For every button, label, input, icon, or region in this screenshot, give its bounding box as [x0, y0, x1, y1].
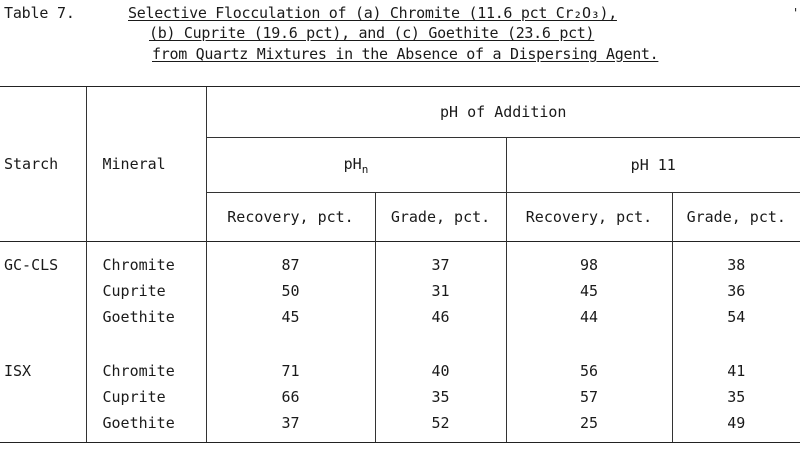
recovery-11-cell: 25 — [505, 410, 672, 436]
mineral-cell: Chromite — [85, 358, 206, 384]
mineral-cell: Goethite — [85, 304, 206, 330]
recovery-11-cell: 56 — [505, 358, 672, 384]
table-row: Cuprite 50 31 45 36 — [0, 278, 800, 304]
header-row-2: pHn pH 11 — [0, 137, 800, 193]
header-ph-n-main: pH — [343, 154, 362, 173]
header-grade-11: Grade, pct. — [671, 192, 800, 242]
header-row-1: Starch Mineral pH of Addition — [0, 86, 800, 242]
mineral-cell: Cuprite — [85, 278, 206, 304]
header-ph-addition: pH of Addition — [205, 86, 800, 138]
grade-n-cell: 31 — [374, 278, 506, 304]
mineral-cell: Goethite — [85, 410, 206, 436]
header-starch: Starch — [0, 86, 86, 242]
caption-line-1: Selective Flocculation of (a) Chromite (… — [128, 4, 617, 22]
grade-n-cell: 52 — [374, 410, 506, 436]
recovery-n-cell: 37 — [205, 410, 375, 436]
recovery-11-cell: 57 — [505, 384, 672, 410]
grade-11-cell: 36 — [671, 278, 800, 304]
starch-cell: GC-CLS — [4, 256, 59, 274]
caption-line-2: (b) Cuprite (19.6 pct), and (c) Goethite… — [149, 24, 595, 42]
recovery-n-cell: 66 — [205, 384, 375, 410]
grade-n-cell: 40 — [374, 358, 506, 384]
grade-11-cell: 38 — [671, 252, 800, 278]
grade-11-cell: 41 — [671, 358, 800, 384]
table-caption: Table 7. Selective Flocculation of (a) C… — [4, 4, 799, 76]
recovery-n-cell: 50 — [205, 278, 375, 304]
recovery-11-cell: 45 — [505, 278, 672, 304]
grade-11-cell: 49 — [671, 410, 800, 436]
table-row: Cuprite 66 35 57 35 — [0, 384, 800, 410]
mineral-cell: Chromite — [85, 252, 206, 278]
table-header: Starch Mineral pH of Addition pHn pH 11 … — [0, 86, 800, 242]
grade-n-cell: 46 — [374, 304, 506, 330]
recovery-11-cell: 98 — [505, 252, 672, 278]
grade-11-cell: 35 — [671, 384, 800, 410]
grade-n-cell: 35 — [374, 384, 506, 410]
header-grade-n: Grade, pct. — [374, 192, 506, 242]
caption-line-3: from Quartz Mixtures in the Absence of a… — [152, 45, 659, 63]
table-body: GC-CLS Chromite 87 37 98 38 Cuprite 50 3… — [0, 241, 800, 443]
header-recovery-11: Recovery, pct. — [505, 192, 672, 242]
header-ph-n-subscript: n — [361, 162, 369, 176]
header-ph-11: pH 11 — [505, 137, 800, 193]
recovery-n-cell: 87 — [205, 252, 375, 278]
mineral-cell: Cuprite — [85, 384, 206, 410]
stray-mark: ' — [792, 6, 800, 20]
starch-cell: ISX — [4, 362, 32, 380]
header-ph-n: pHn — [205, 137, 506, 193]
header-recovery-n: Recovery, pct. — [205, 192, 375, 242]
header-mineral: Mineral — [85, 86, 206, 242]
table-row: Goethite 45 46 44 54 — [0, 304, 800, 330]
recovery-n-cell: 71 — [205, 358, 375, 384]
table-row: GC-CLS Chromite 87 37 98 38 — [0, 252, 800, 278]
recovery-11-cell: 44 — [505, 304, 672, 330]
grade-11-cell: 54 — [671, 304, 800, 330]
table-row: Goethite 37 52 25 49 — [0, 410, 800, 436]
data-table: Starch Mineral pH of Addition pHn pH 11 … — [0, 86, 800, 443]
table-number: Table 7. — [4, 4, 75, 22]
table-row: ISX Chromite 71 40 56 41 — [0, 358, 800, 384]
header-row-3: Recovery, pct. Grade, pct. Recovery, pct… — [0, 192, 800, 242]
grade-n-cell: 37 — [374, 252, 506, 278]
recovery-n-cell: 45 — [205, 304, 375, 330]
